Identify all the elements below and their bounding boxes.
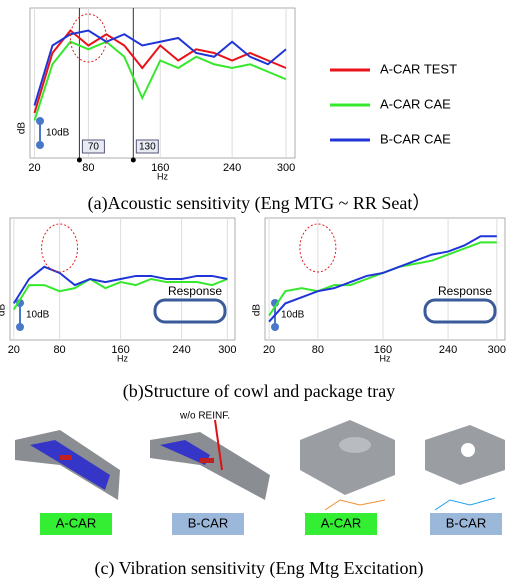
annotation: Response xyxy=(438,284,492,298)
legend-label: B-CAR CAE xyxy=(380,131,451,146)
x-tick-label: 300 xyxy=(277,162,295,174)
x-tick-label: 80 xyxy=(53,344,65,356)
marker-dot xyxy=(77,158,82,163)
marker-dot xyxy=(131,158,136,163)
x-axis-label: Hz xyxy=(157,171,168,181)
y-axis-label: dB xyxy=(17,122,28,135)
scale-label: 10dB xyxy=(26,310,50,321)
x-tick-label: 80 xyxy=(82,162,94,174)
part-label: B-CAR xyxy=(446,515,486,530)
legend-label: A-CAR CAE xyxy=(380,96,451,111)
scale-dot xyxy=(16,323,24,331)
scale-dot xyxy=(36,117,44,125)
annotation: Response xyxy=(168,284,222,298)
x-tick-label: 240 xyxy=(172,344,190,356)
scale-dot xyxy=(271,323,279,331)
x-axis-label: Hz xyxy=(380,353,391,363)
part-label: A-CAR xyxy=(321,515,361,530)
scale-label: 10dB xyxy=(281,310,305,321)
x-tick-label: 300 xyxy=(218,344,236,356)
y-axis-label: dB xyxy=(0,304,8,317)
caption: (a)Acoustic sensitivity (Eng MTG ~ RR Se… xyxy=(88,193,431,214)
scale-dot xyxy=(36,141,44,149)
marker-label: 130 xyxy=(139,142,156,153)
y-axis-label: dB xyxy=(252,304,263,317)
x-tick-label: 20 xyxy=(28,162,40,174)
x-axis-label: Hz xyxy=(117,353,128,363)
part-image xyxy=(300,420,395,510)
x-tick-label: 300 xyxy=(488,344,506,356)
x-tick-label: 240 xyxy=(223,162,241,174)
figure: (a)Acoustic sensitivity (Eng MTG ~ RR Se… xyxy=(0,0,518,584)
caption: (c) Vibration sensitivity (Eng Mtg Excit… xyxy=(94,558,423,579)
part-image xyxy=(425,425,505,510)
caption: (b)Structure of cowl and package tray xyxy=(123,381,395,402)
annotation: w/o REINF. xyxy=(179,411,230,422)
x-tick-label: 20 xyxy=(263,344,275,356)
scale-label: 10dB xyxy=(46,128,70,139)
x-tick-label: 20 xyxy=(8,344,20,356)
part-image xyxy=(150,420,270,500)
legend-label: A-CAR TEST xyxy=(380,61,457,76)
part-image xyxy=(15,430,120,500)
marker-label: 70 xyxy=(88,142,100,153)
part-label: A-CAR xyxy=(56,515,96,530)
part-label: B-CAR xyxy=(188,515,228,530)
x-tick-label: 240 xyxy=(439,344,457,356)
x-tick-label: 80 xyxy=(312,344,324,356)
